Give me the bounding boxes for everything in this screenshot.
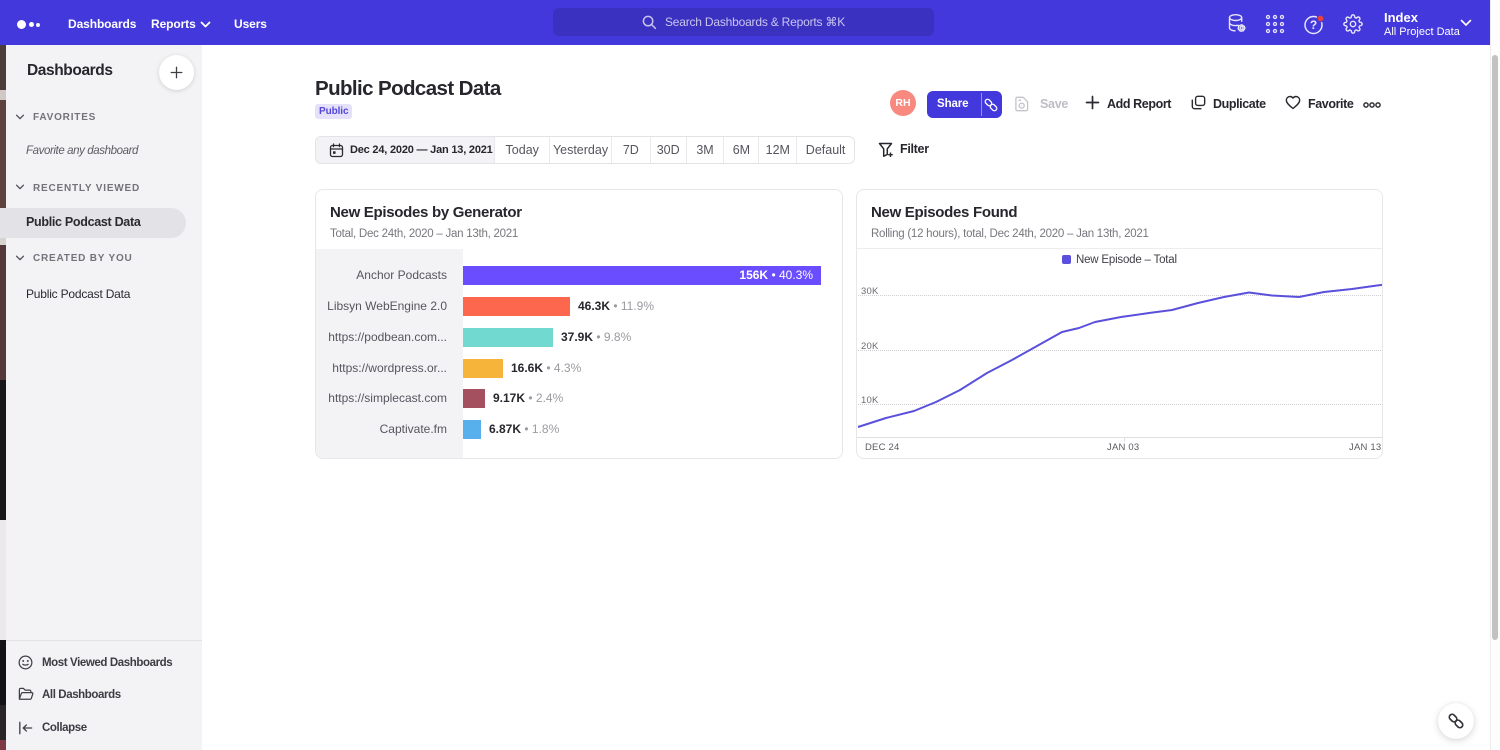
svg-text:?: ? (1310, 18, 1317, 32)
